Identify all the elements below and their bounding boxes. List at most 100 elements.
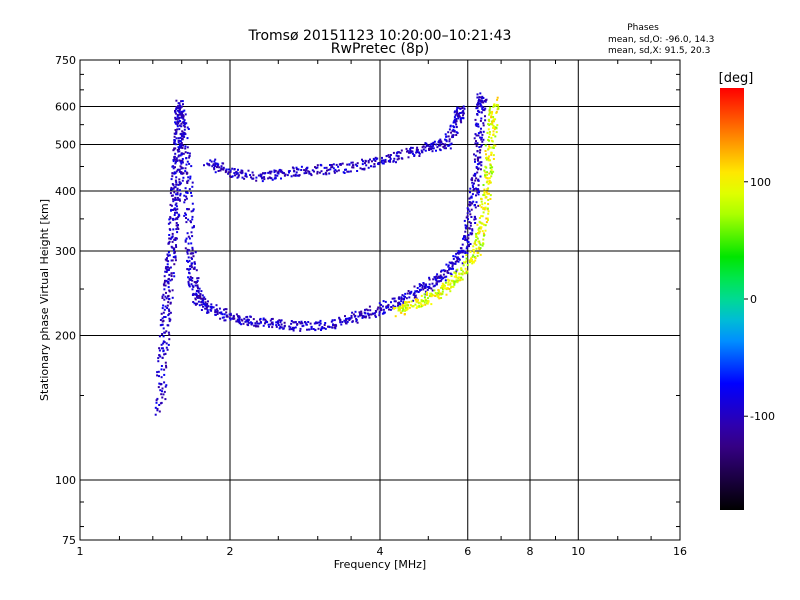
echo-point xyxy=(477,110,480,113)
echo-point xyxy=(424,299,427,302)
echo-point xyxy=(487,203,490,205)
echo-point xyxy=(176,125,179,128)
echo-point xyxy=(436,277,439,279)
echo-point xyxy=(493,128,496,131)
echo-point xyxy=(300,320,303,323)
echo-point xyxy=(381,305,384,308)
echo-point xyxy=(175,117,178,120)
echo-point xyxy=(171,175,174,178)
echo-point xyxy=(437,292,440,294)
echo-point xyxy=(400,296,403,299)
echo-point xyxy=(174,147,177,150)
echo-point xyxy=(313,170,315,173)
echo-point xyxy=(424,146,427,149)
echo-point xyxy=(492,116,495,118)
echo-point xyxy=(463,107,466,110)
echo-point xyxy=(453,282,456,285)
echo-point xyxy=(495,110,498,113)
echo-point xyxy=(276,321,279,324)
echo-point xyxy=(264,322,266,325)
echo-point xyxy=(392,151,395,154)
echo-point xyxy=(411,150,414,153)
echo-point xyxy=(174,203,177,206)
echo-point xyxy=(158,410,161,413)
x-tick-label: 6 xyxy=(464,545,471,558)
echo-point xyxy=(273,169,276,172)
echo-point xyxy=(433,289,436,292)
echo-point xyxy=(488,136,490,139)
echo-point xyxy=(183,214,186,217)
echo-point xyxy=(357,315,360,318)
echo-point xyxy=(300,165,303,168)
echo-point xyxy=(474,206,477,209)
echo-point xyxy=(316,164,319,167)
echo-point xyxy=(331,319,334,322)
echo-point xyxy=(474,142,477,145)
echo-point xyxy=(175,99,178,102)
echo-point xyxy=(178,113,181,116)
echo-point xyxy=(167,294,170,297)
echo-point xyxy=(475,247,478,250)
echo-point xyxy=(182,122,185,125)
echo-point xyxy=(182,103,184,106)
echo-point xyxy=(445,147,447,150)
echo-point xyxy=(488,131,491,133)
echo-point xyxy=(492,105,495,108)
echo-point xyxy=(161,317,164,320)
echo-point xyxy=(293,169,296,172)
echo-point xyxy=(163,390,166,393)
echo-point xyxy=(191,235,194,238)
echo-point xyxy=(477,178,480,181)
echo-point xyxy=(479,103,482,106)
echo-point xyxy=(167,301,170,304)
echo-point xyxy=(190,191,192,194)
echo-point xyxy=(449,286,452,289)
plot-frame xyxy=(79,59,681,541)
echo-point xyxy=(358,311,361,314)
echo-point xyxy=(174,208,177,211)
echo-point xyxy=(478,146,481,149)
echo-point xyxy=(440,278,443,281)
echo-point xyxy=(478,102,481,105)
echo-point xyxy=(463,236,465,238)
echo-point xyxy=(445,275,448,278)
echo-point xyxy=(175,244,177,247)
echo-point xyxy=(474,179,477,182)
echo-point xyxy=(428,276,431,279)
echo-point xyxy=(366,309,369,312)
echo-point xyxy=(197,296,199,299)
echo-point xyxy=(329,168,332,171)
echo-point xyxy=(241,171,244,174)
echo-point xyxy=(441,292,444,295)
echo-point xyxy=(195,292,198,295)
echo-point xyxy=(176,149,179,151)
echo-point xyxy=(315,322,318,325)
echo-point xyxy=(438,297,441,300)
echo-point xyxy=(305,172,308,174)
echo-point xyxy=(168,320,171,323)
echo-point xyxy=(453,262,456,265)
echo-point xyxy=(172,198,175,201)
echo-point xyxy=(200,290,203,293)
echo-point xyxy=(483,194,486,197)
echo-point xyxy=(173,142,176,145)
echo-point xyxy=(412,299,415,302)
echo-point xyxy=(197,287,199,290)
echo-point xyxy=(478,220,481,223)
echo-point xyxy=(166,253,169,256)
echo-point xyxy=(180,125,183,128)
echo-point xyxy=(189,252,192,255)
echo-point xyxy=(440,269,443,272)
echo-point xyxy=(183,132,186,135)
echo-point xyxy=(402,305,405,308)
echo-point xyxy=(200,303,203,306)
echo-point xyxy=(458,279,461,282)
echo-point xyxy=(173,132,176,135)
echo-point xyxy=(400,300,403,303)
echo-point xyxy=(161,356,164,359)
echo-point xyxy=(280,169,283,172)
echo-point xyxy=(383,311,386,314)
echo-point xyxy=(440,286,442,289)
echo-point xyxy=(175,170,178,173)
echo-point xyxy=(252,318,255,321)
